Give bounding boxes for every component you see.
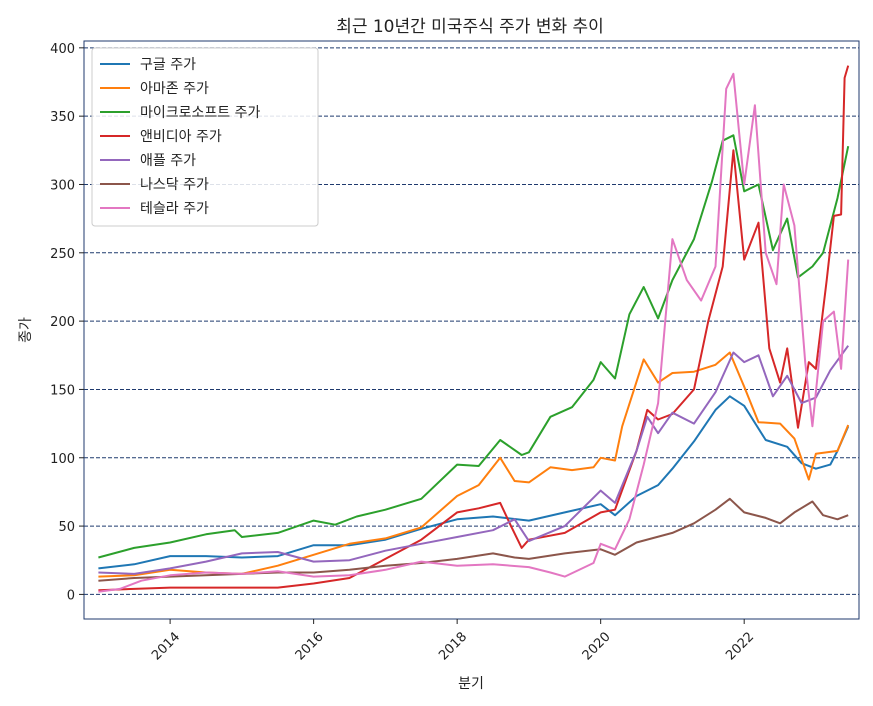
legend-label: 애플 주가: [140, 153, 196, 169]
y-tick-label: 350: [50, 110, 75, 125]
legend-label: 구글 주가: [140, 57, 196, 73]
legend-label: 마이크로소프트 주가: [140, 105, 260, 121]
y-tick-label: 100: [50, 452, 75, 467]
x-tick-label: 2016: [293, 629, 327, 663]
legend-box: [91, 47, 319, 227]
chart-title: 최근 10년간 미국주식 주가 변화 추이: [336, 17, 604, 37]
x-tick-label: 2014: [149, 629, 183, 663]
series-line-5: [98, 497, 849, 582]
y-axis-ticks: 0 50 100 150 200 250 300 350 400: [50, 42, 84, 603]
series-lines: [98, 65, 850, 593]
series-line-0: [98, 395, 850, 570]
plot-frame: [83, 40, 860, 620]
x-tick-label: 2022: [723, 629, 757, 663]
y-tick-label: 300: [50, 178, 75, 193]
x-tick-label: 2020: [580, 629, 614, 663]
y-tick-label: 0: [67, 588, 75, 603]
legend-label: 앤비디아 주가: [140, 129, 222, 145]
series-line-2: [98, 134, 850, 559]
legend-label: 나스닥 주가: [140, 177, 209, 193]
series-line-3: [98, 65, 850, 592]
series-line-1: [98, 351, 850, 578]
x-axis-label: 분기: [458, 676, 484, 692]
legend-label: 아마존 주가: [140, 81, 209, 97]
y-tick-label: 150: [50, 383, 75, 398]
series-line-4: [98, 345, 850, 575]
y-axis-label: 종가: [18, 317, 34, 343]
x-axis-ticks: 2014 2016 2018 2020 2022: [149, 619, 757, 663]
y-tick-label: 400: [50, 42, 75, 57]
y-tick-label: 50: [58, 520, 75, 535]
legend-label: 테슬라 주가: [140, 201, 209, 217]
y-tick-label: 200: [50, 315, 75, 330]
x-tick-label: 2018: [436, 629, 470, 663]
series-line-6: [98, 72, 850, 593]
y-tick-label: 250: [50, 247, 75, 262]
